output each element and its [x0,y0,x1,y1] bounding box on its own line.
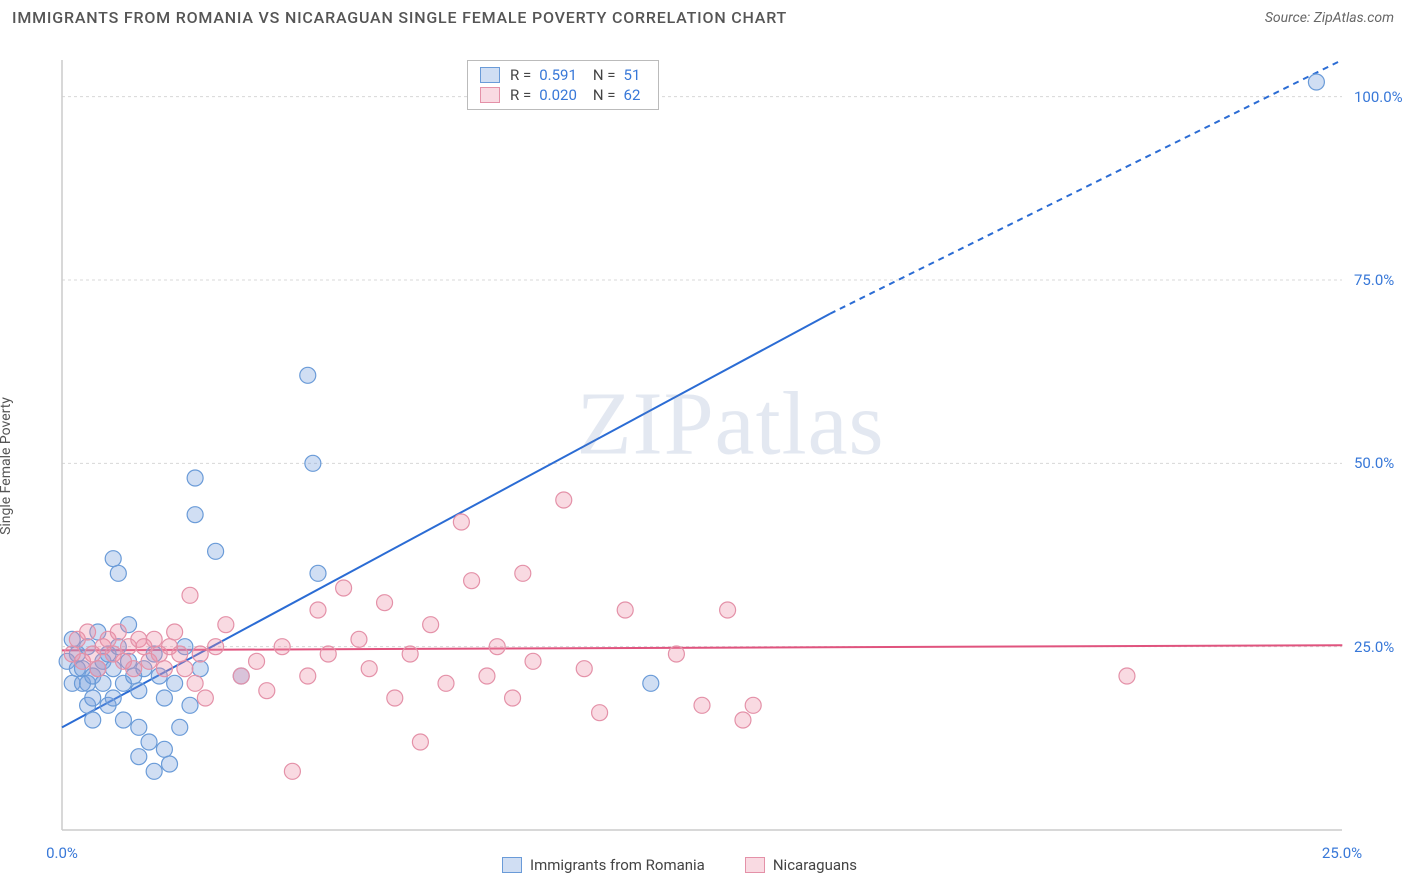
swatch-nicaragua [480,87,500,103]
series-legend: Immigrants from Romania Nicaraguans [502,856,857,874]
legend-label: Immigrants from Romania [530,856,705,874]
y-tick-label: 100.0% [1354,88,1403,106]
y-tick-label: 75.0% [1354,271,1394,289]
legend-label: Nicaraguans [773,856,857,874]
y-axis-label: Single Female Poverty [0,397,14,535]
scatter-plot [12,36,1402,880]
chart-container: Single Female Poverty ZIPatlas R =0.591 … [12,36,1394,880]
legend-item-romania: Immigrants from Romania [502,856,705,874]
swatch-nicaragua [745,857,765,873]
legend-item-nicaragua: Nicaraguans [745,856,857,874]
swatch-romania [480,67,500,83]
x-tick-label: 25.0% [1322,844,1362,862]
x-tick-label: 0.0% [46,844,78,862]
y-tick-label: 25.0% [1354,638,1394,656]
source-credit: Source: ZipAtlas.com [1265,10,1394,26]
legend-row-nicaragua: R =0.020 N =62 [468,85,658,105]
chart-title: IMMIGRANTS FROM ROMANIA VS NICARAGUAN SI… [12,8,787,27]
swatch-romania [502,857,522,873]
legend-row-romania: R =0.591 N =51 [468,65,658,85]
y-tick-label: 50.0% [1354,454,1394,472]
correlation-legend: R =0.591 N =51 R =0.020 N =62 [467,60,659,110]
